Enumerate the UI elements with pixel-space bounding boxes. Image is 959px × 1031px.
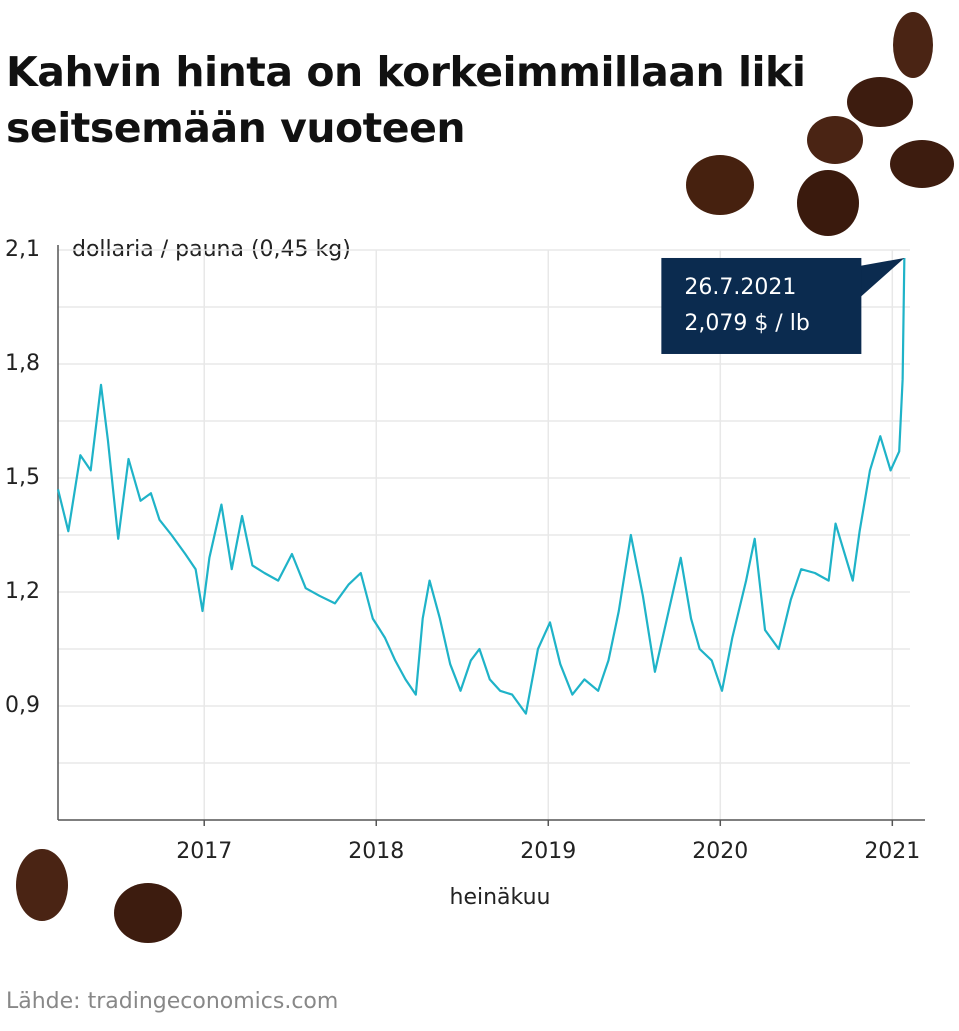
y-tick-label: 0,9 — [5, 693, 40, 718]
annotation: 26.7.2021 2,079 $ / lb — [661, 257, 905, 354]
annotation-text: 2,079 $ / lb — [684, 311, 809, 336]
y-tick-label: 1,8 — [5, 351, 40, 376]
x-tick-label: 2021 — [864, 839, 920, 864]
x-tick-label: 2019 — [520, 839, 576, 864]
y-tick-label: 1,5 — [5, 465, 40, 490]
y-tick-label: 2,1 — [5, 237, 40, 262]
y-tick-label: 1,2 — [5, 579, 40, 604]
annotation-text: 26.7.2021 — [684, 275, 796, 300]
annotation-pointer — [859, 257, 905, 298]
source: Lähde: tradingeconomics.com — [6, 989, 338, 1014]
x-tick-label: 2018 — [348, 839, 404, 864]
coffee-beans — [16, 12, 954, 943]
x-tick-label: 2017 — [176, 839, 232, 864]
data-line — [56, 257, 906, 715]
annotation-box — [661, 257, 862, 354]
x-axis-label: heinäkuu — [450, 885, 551, 910]
chart-title: Kahvin hinta on korkeimmillaan liki seit… — [6, 48, 806, 152]
x-tick-label: 2020 — [692, 839, 748, 864]
